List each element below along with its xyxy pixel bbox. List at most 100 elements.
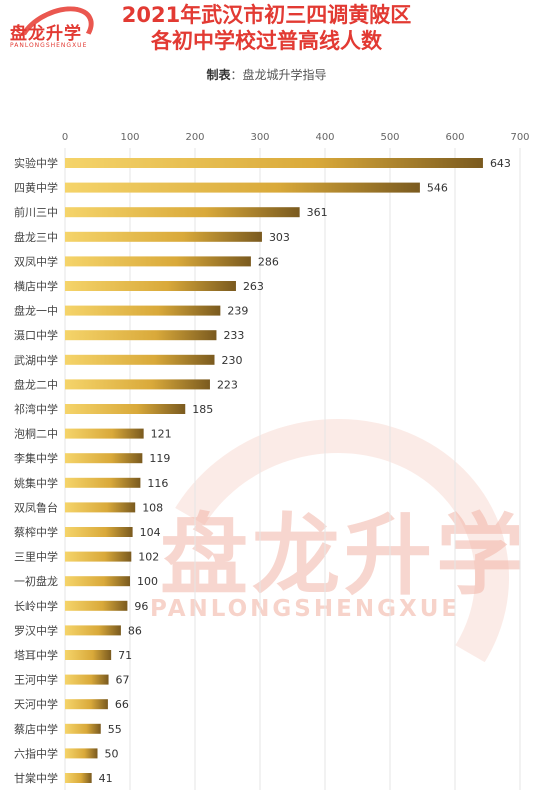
x-tick-label: 100 <box>120 132 139 143</box>
bar <box>65 773 92 783</box>
bar <box>65 625 121 636</box>
data-label: 643 <box>490 157 511 170</box>
bar <box>65 600 128 611</box>
data-label: 50 <box>105 747 119 760</box>
x-tick-label: 400 <box>315 132 334 143</box>
bar <box>65 305 221 316</box>
chart-maker: 制表：盘龙城升学指导 <box>0 66 533 83</box>
bar <box>65 502 136 513</box>
category-label: 双凤中学 <box>14 254 58 268</box>
data-label: 286 <box>258 255 279 268</box>
data-label: 100 <box>137 575 158 588</box>
data-label: 119 <box>149 452 170 465</box>
category-label: 四黄中学 <box>14 181 58 195</box>
bar <box>65 256 251 267</box>
bar <box>65 723 101 734</box>
maker-label: 制表 <box>206 68 231 82</box>
data-label: 233 <box>223 329 244 342</box>
x-tick-label: 500 <box>380 132 399 143</box>
bar <box>65 354 215 365</box>
category-label: 盘龙一中 <box>14 304 58 318</box>
category-label: 双凤鲁台 <box>14 500 58 514</box>
watermark-logo-text: 盘龙升学 <box>160 504 529 607</box>
bar <box>65 379 210 390</box>
category-label: 长岭中学 <box>14 599 58 613</box>
category-label: 李集中学 <box>14 451 58 465</box>
bar <box>65 453 143 464</box>
bar <box>65 527 133 537</box>
category-label: 横店中学 <box>14 279 58 293</box>
data-label: 361 <box>307 206 328 219</box>
category-label: 滠口中学 <box>14 328 58 342</box>
category-label: 祁湾中学 <box>14 402 58 416</box>
data-label: 223 <box>217 378 238 391</box>
data-label: 41 <box>99 772 113 785</box>
category-label: 塔耳中学 <box>14 648 58 662</box>
data-label: 86 <box>128 624 142 637</box>
logo-text: 盘龙升学 <box>10 24 82 44</box>
x-tick-label: 300 <box>250 132 269 143</box>
category-label: 姚集中学 <box>14 476 58 490</box>
data-label: 230 <box>222 354 243 367</box>
category-label: 武湖中学 <box>14 353 58 367</box>
data-label: 104 <box>140 526 161 539</box>
category-label: 三里中学 <box>14 550 58 564</box>
category-label: 罗汉中学 <box>14 623 58 637</box>
x-axis-ticks: 0 100 200 300 400 500 600 700 <box>62 132 530 143</box>
data-label: 185 <box>192 403 213 416</box>
category-label: 蔡榨中学 <box>14 525 58 539</box>
data-label: 102 <box>138 551 159 564</box>
category-label: 六指中学 <box>14 746 58 760</box>
x-tick-label: 0 <box>62 132 68 143</box>
bar <box>65 281 236 291</box>
grid-layer <box>64 148 521 790</box>
category-label: 一初盘龙 <box>14 574 58 588</box>
data-label: 108 <box>142 501 163 514</box>
bar <box>65 650 112 660</box>
data-label: 67 <box>116 674 130 687</box>
maker-value: 盘龙城升学指导 <box>242 68 327 82</box>
bar <box>65 428 144 439</box>
bar <box>65 158 483 168</box>
data-label: 303 <box>269 231 290 244</box>
data-label: 96 <box>134 600 148 613</box>
category-label: 实验中学 <box>14 156 58 170</box>
data-label: 263 <box>243 280 264 293</box>
brand-logo: 盘龙升学 PANLONGSHENGXUE <box>8 0 128 73</box>
category-label: 王河中学 <box>14 673 58 687</box>
x-tick-label: 700 <box>510 132 529 143</box>
bar <box>65 207 300 218</box>
data-label: 121 <box>151 428 172 441</box>
category-label: 盘龙三中 <box>14 230 58 244</box>
chart-title-line1: 2021年武汉市初三四调黄陂区 <box>121 3 412 27</box>
bar <box>65 674 109 685</box>
category-label: 盘龙二中 <box>14 377 58 391</box>
category-label: 泡桐二中 <box>14 427 58 441</box>
x-tick-label: 600 <box>445 132 464 143</box>
bar <box>65 576 130 587</box>
data-label: 66 <box>115 698 129 711</box>
category-label: 甘棠中学 <box>14 771 58 785</box>
bar <box>65 404 186 414</box>
chart-title-line2: 各初中学校过普高线人数 <box>151 29 382 53</box>
watermark-logo-subtext: PANLONGSHENGXUE <box>150 596 461 622</box>
data-label: 116 <box>147 477 168 490</box>
data-label: 71 <box>118 649 132 662</box>
category-label: 天河中学 <box>14 697 58 711</box>
bar <box>65 182 420 193</box>
bar <box>65 551 132 562</box>
data-label: 546 <box>427 182 448 195</box>
category-label: 前川三中 <box>14 205 58 219</box>
bar <box>65 477 141 488</box>
maker-separator: ： <box>230 68 243 82</box>
data-label: 239 <box>227 305 248 318</box>
bar <box>65 699 108 710</box>
bar <box>65 330 217 341</box>
bar <box>65 748 98 759</box>
x-tick-label: 200 <box>185 132 204 143</box>
bar <box>65 231 262 242</box>
data-label: 55 <box>108 723 122 736</box>
category-label: 蔡店中学 <box>14 722 58 736</box>
bars: 实验中学 643 四黄中学 546 前川三中 361 盘龙三中 303 双凤中学 286 横店中学 2… <box>14 156 511 785</box>
